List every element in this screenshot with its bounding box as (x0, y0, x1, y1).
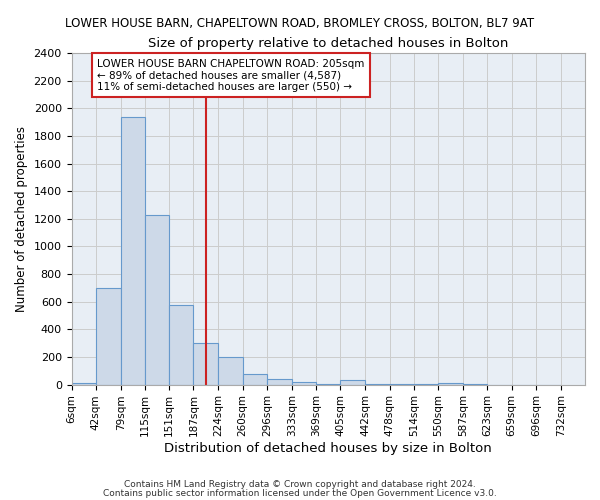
Bar (438, 383, 463, 384)
Bar (145, 214, 169, 384)
Bar (292, 382, 316, 384)
Title: Size of property relative to detached houses in Bolton: Size of property relative to detached ho… (148, 38, 508, 51)
X-axis label: Distribution of detached houses by size in Bolton: Distribution of detached houses by size … (164, 442, 492, 455)
Text: LOWER HOUSE BARN CHAPELTOWN ROAD: 205sqm
← 89% of detached houses are smaller (4: LOWER HOUSE BARN CHAPELTOWN ROAD: 205sqm… (97, 58, 365, 92)
Text: Contains public sector information licensed under the Open Government Licence v3: Contains public sector information licen… (103, 488, 497, 498)
Bar (340, 380, 365, 384)
Bar (96, 288, 121, 384)
Text: LOWER HOUSE BARN, CHAPELTOWN ROAD, BROMLEY CROSS, BOLTON, BL7 9AT: LOWER HOUSE BARN, CHAPELTOWN ROAD, BROML… (65, 18, 535, 30)
Bar (193, 343, 218, 384)
Bar (71, 383, 96, 384)
Y-axis label: Number of detached properties: Number of detached properties (15, 126, 28, 312)
Bar (267, 379, 292, 384)
Text: Contains HM Land Registry data © Crown copyright and database right 2024.: Contains HM Land Registry data © Crown c… (124, 480, 476, 489)
Bar (121, 116, 145, 384)
Bar (242, 374, 267, 384)
Bar (169, 305, 193, 384)
Bar (218, 357, 242, 384)
